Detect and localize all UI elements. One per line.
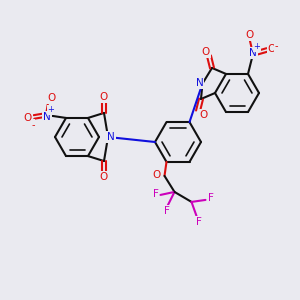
Text: O: O bbox=[199, 110, 207, 120]
Text: +: + bbox=[254, 42, 260, 51]
Text: F: F bbox=[153, 189, 158, 199]
Text: O: O bbox=[245, 30, 253, 40]
Text: +: + bbox=[48, 105, 54, 114]
Text: O: O bbox=[100, 92, 108, 102]
Text: F: F bbox=[164, 206, 169, 216]
Text: N: N bbox=[249, 48, 257, 58]
Text: O: O bbox=[24, 113, 32, 123]
Text: O: O bbox=[100, 172, 108, 182]
Text: -: - bbox=[274, 41, 278, 51]
Text: O: O bbox=[268, 44, 276, 54]
Text: N: N bbox=[196, 79, 203, 88]
Text: O: O bbox=[47, 93, 55, 103]
Text: O: O bbox=[152, 170, 160, 180]
Text: O: O bbox=[202, 47, 210, 57]
Text: F: F bbox=[208, 193, 213, 203]
Text: -: - bbox=[31, 120, 35, 130]
Text: N: N bbox=[43, 112, 51, 122]
Text: N: N bbox=[107, 132, 115, 142]
Text: F: F bbox=[196, 217, 201, 227]
